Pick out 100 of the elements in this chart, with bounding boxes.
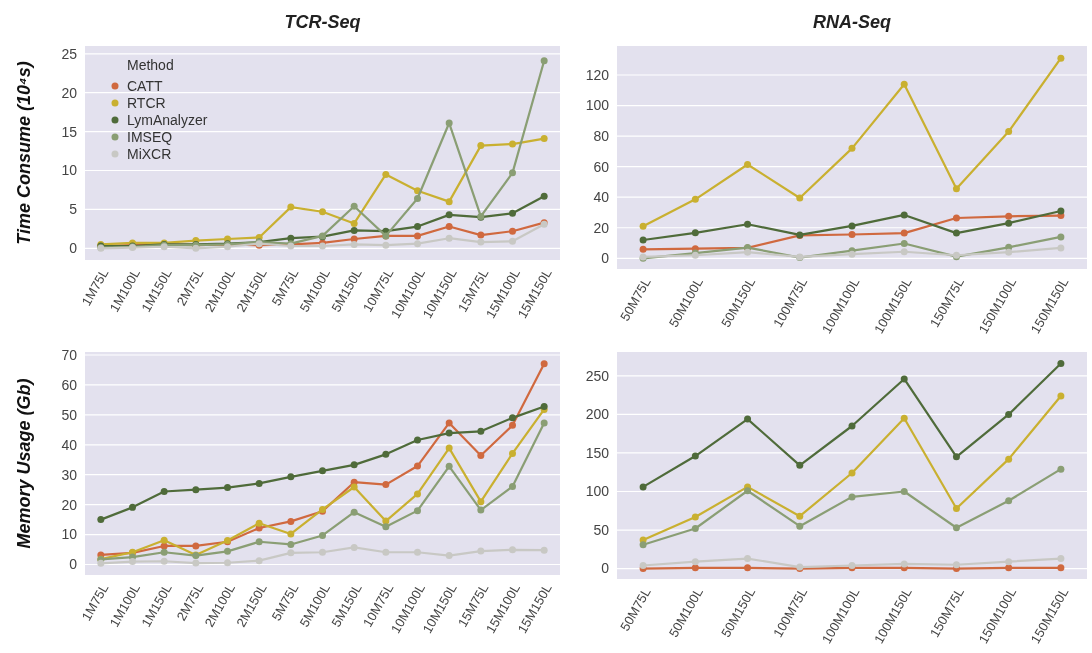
y-tick-label: 40 <box>593 189 610 206</box>
point <box>509 546 516 554</box>
point <box>509 140 516 148</box>
y-tick-label: 70 <box>61 346 78 363</box>
point <box>224 547 231 555</box>
point <box>744 220 752 228</box>
point <box>744 248 752 256</box>
point <box>350 226 358 234</box>
point <box>224 484 231 492</box>
y-tick-label: 5 <box>69 201 78 218</box>
chart-title: TCR-Seq <box>284 12 361 32</box>
point <box>445 429 453 437</box>
point <box>691 513 699 521</box>
point <box>414 240 421 248</box>
point <box>848 144 856 152</box>
legend-label: CATT <box>127 78 163 94</box>
point <box>540 546 548 554</box>
point <box>540 135 548 143</box>
point <box>445 552 453 560</box>
point <box>952 504 960 512</box>
point <box>255 519 263 527</box>
point <box>952 524 960 532</box>
point <box>1005 212 1013 220</box>
point <box>414 490 421 498</box>
point <box>540 192 548 200</box>
point <box>1057 54 1065 62</box>
point <box>848 222 856 230</box>
point <box>477 547 485 555</box>
point <box>350 461 358 469</box>
point <box>1057 233 1065 241</box>
point <box>192 542 200 550</box>
point <box>900 248 908 256</box>
point <box>287 203 295 211</box>
point <box>1005 497 1013 505</box>
point <box>445 419 453 427</box>
point <box>319 531 326 539</box>
point <box>445 223 453 231</box>
point <box>540 419 548 427</box>
point <box>952 229 960 237</box>
point <box>848 469 856 477</box>
point <box>350 508 358 516</box>
y-axis-title: Time Consume (10⁴s) <box>14 61 34 245</box>
y-tick-label: 120 <box>585 66 610 83</box>
point <box>129 558 136 566</box>
y-tick-label: 100 <box>585 483 610 500</box>
point <box>414 507 421 515</box>
point <box>900 488 908 496</box>
point <box>639 222 647 230</box>
point <box>477 231 485 239</box>
point <box>287 517 295 525</box>
point <box>691 525 699 533</box>
point <box>1057 564 1065 572</box>
point <box>1005 248 1013 256</box>
point <box>540 57 548 65</box>
point <box>509 209 516 217</box>
point <box>350 219 358 227</box>
point <box>350 543 358 551</box>
y-tick-label: 40 <box>61 436 78 453</box>
point <box>509 414 516 422</box>
y-tick-label: 60 <box>61 376 78 393</box>
point <box>509 449 516 457</box>
point <box>477 498 485 506</box>
y-tick-label: 20 <box>593 219 610 236</box>
point <box>1005 410 1013 418</box>
point <box>319 208 326 216</box>
point <box>414 462 421 470</box>
point <box>900 80 908 88</box>
point <box>1057 465 1065 473</box>
point <box>639 245 647 253</box>
point <box>540 360 548 368</box>
point <box>287 540 295 548</box>
legend-label: IMSEQ <box>127 129 173 145</box>
point <box>414 232 421 240</box>
point <box>255 479 263 487</box>
point <box>900 560 908 568</box>
point <box>796 194 804 202</box>
point <box>414 195 421 203</box>
point <box>639 483 647 491</box>
point <box>192 486 200 494</box>
point <box>445 444 453 452</box>
legend-label: RTCR <box>127 95 166 111</box>
y-tick-label: 25 <box>61 45 78 62</box>
y-tick-label: 0 <box>601 560 610 577</box>
point <box>1057 207 1065 215</box>
y-tick-label: 200 <box>585 406 610 423</box>
point <box>477 452 485 460</box>
point <box>319 548 326 556</box>
legend-label: LymAnalyzer <box>127 112 208 128</box>
point <box>691 564 699 572</box>
point <box>129 503 136 511</box>
point <box>192 559 200 567</box>
point <box>1005 558 1013 566</box>
point <box>744 555 752 563</box>
point <box>1005 128 1013 136</box>
y-tick-label: 0 <box>69 556 78 573</box>
point <box>848 493 856 501</box>
point <box>691 558 699 566</box>
y-tick-label: 0 <box>69 240 78 257</box>
point <box>445 234 453 242</box>
point <box>900 375 908 383</box>
